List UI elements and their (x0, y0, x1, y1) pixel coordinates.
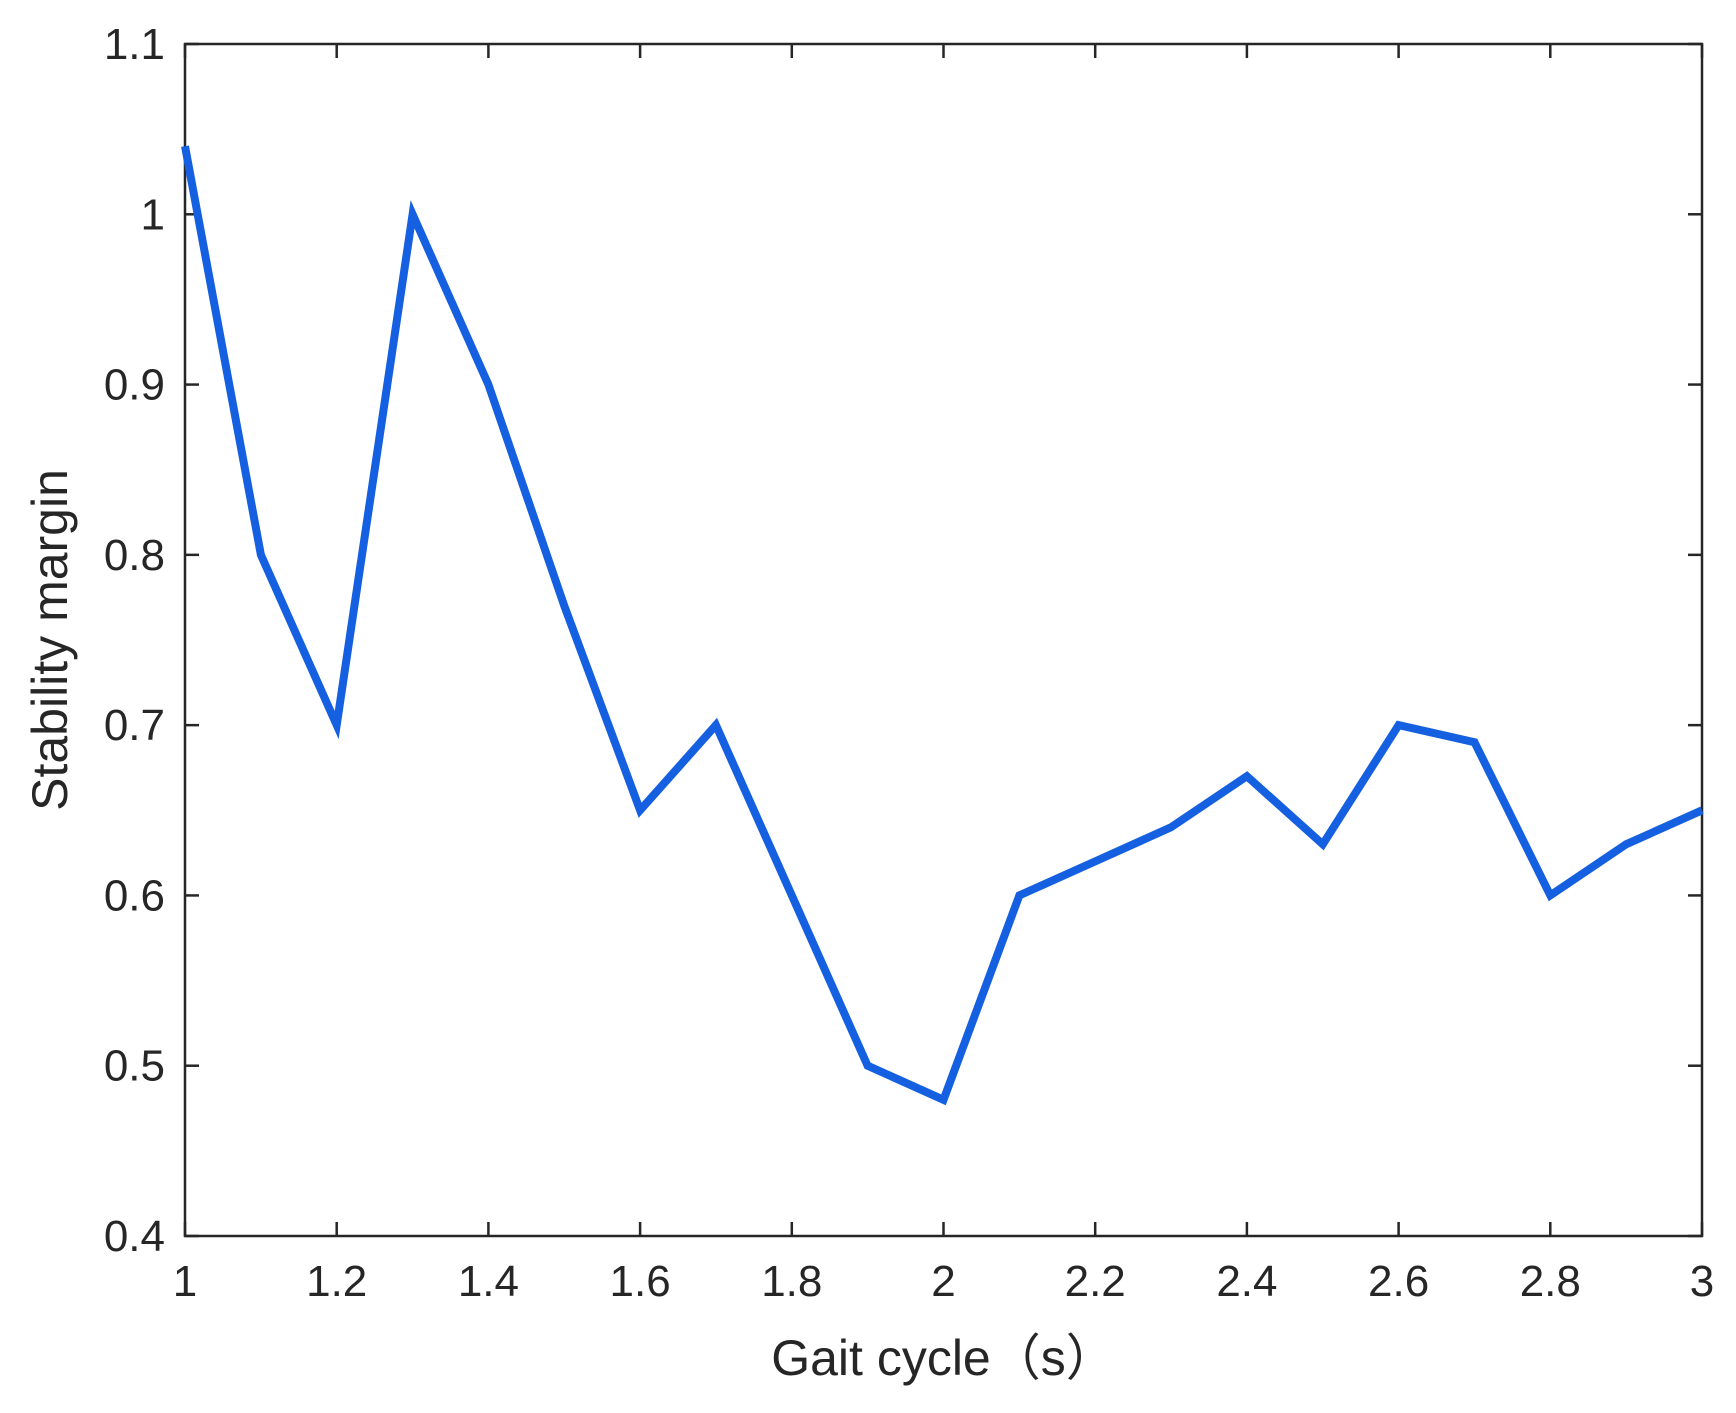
y-axis-label: Stability margin (22, 469, 78, 811)
x-tick-label: 2.4 (1216, 1257, 1277, 1306)
x-tick-label: 1.2 (306, 1257, 367, 1306)
y-tick-label: 0.9 (104, 361, 165, 410)
plot-area: 1 1.2 1.4 1.6 1.8 2 2.2 2.4 2.6 2.8 3 0.4 0.5 0.6 0.7 0… (104, 20, 1714, 1306)
y-tick-label: 0.6 (104, 871, 165, 920)
x-axis-label: Gait cycle（s） (771, 1330, 1116, 1386)
x-tick-label: 2 (931, 1257, 955, 1306)
x-tick-label: 2.6 (1368, 1257, 1429, 1306)
x-tick-label: 1.4 (458, 1257, 519, 1306)
x-tick-label: 3 (1690, 1257, 1714, 1306)
x-tick-label: 2.2 (1065, 1257, 1126, 1306)
y-tick-label: 0.8 (104, 531, 165, 580)
y-tick-label: 1.1 (104, 20, 165, 69)
y-tick-label: 0.7 (104, 701, 165, 750)
x-tick-label: 2.8 (1520, 1257, 1581, 1306)
x-tick-label: 1 (173, 1257, 197, 1306)
series-line (181, 145, 1704, 1106)
y-tick-label: 1 (141, 190, 165, 239)
x-tick-label: 1.6 (610, 1257, 671, 1306)
y-tick-label: 0.5 (104, 1042, 165, 1091)
x-tick-label: 1.8 (761, 1257, 822, 1306)
y-tick-label: 0.4 (104, 1212, 165, 1261)
